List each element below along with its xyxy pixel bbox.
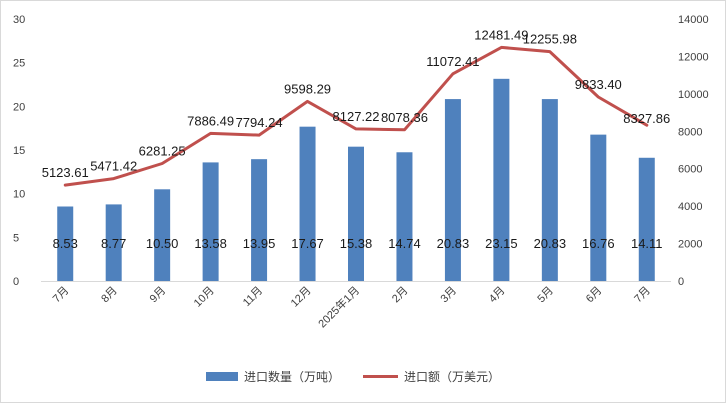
x-axis-category-label: 7月 bbox=[51, 285, 72, 306]
left-axis-tick-label: 10 bbox=[13, 189, 25, 201]
right-axis-tick-label: 12000 bbox=[678, 51, 709, 63]
left-axis-tick-label: 20 bbox=[13, 101, 25, 113]
bar bbox=[251, 159, 268, 281]
x-axis-categories: 7月 8月 9月 10月 11月 12月 2025年1月 2月 3月 4月 5月 6月 7月 bbox=[51, 283, 653, 330]
line-value-label: 12255.98 bbox=[523, 32, 577, 47]
bar bbox=[493, 78, 510, 281]
bar-value-label: 20.83 bbox=[534, 236, 567, 251]
legend-item-bar: 进口数量（万吨） bbox=[206, 369, 340, 384]
bar-labels: 8.53 8.77 10.50 13.58 13.95 17.67 15.38 14.74 20… bbox=[53, 236, 663, 251]
line-value-label: 6281.25 bbox=[139, 143, 186, 158]
bar bbox=[105, 204, 122, 281]
bar bbox=[638, 157, 655, 281]
x-axis-category-label: 12月 bbox=[289, 285, 314, 310]
x-axis-category-label: 8月 bbox=[99, 285, 120, 306]
right-axis: 0 2000 4000 6000 8000 10000 12000 14000 bbox=[678, 14, 709, 288]
bar bbox=[590, 134, 607, 281]
x-axis-category-label: 5月 bbox=[535, 285, 556, 306]
bar bbox=[396, 152, 413, 281]
right-axis-tick-label: 4000 bbox=[678, 201, 702, 213]
bar-value-label: 8.53 bbox=[53, 236, 78, 251]
line-path bbox=[63, 45, 649, 187]
legend: 进口数量（万吨） 进口额（万美元） bbox=[206, 369, 500, 384]
left-axis: 0 5 10 15 20 25 30 bbox=[13, 14, 25, 288]
line-value-label: 5123.61 bbox=[42, 165, 89, 180]
right-axis-tick-label: 0 bbox=[678, 276, 684, 288]
bar bbox=[348, 146, 364, 281]
bar-value-label: 23.15 bbox=[485, 236, 518, 251]
bar-value-label: 10.50 bbox=[146, 236, 179, 251]
line-value-label: 8327.86 bbox=[623, 111, 670, 126]
right-axis-tick-label: 14000 bbox=[678, 14, 709, 26]
bar bbox=[444, 99, 461, 282]
bar bbox=[154, 189, 171, 281]
right-axis-tick-label: 2000 bbox=[678, 239, 702, 251]
x-axis-category-label: 7月 bbox=[632, 285, 653, 306]
line-series bbox=[63, 45, 649, 187]
left-axis-tick-label: 5 bbox=[13, 232, 19, 244]
x-axis-category-label: 2025年1月 bbox=[315, 283, 362, 330]
bar-value-label: 13.95 bbox=[243, 236, 276, 251]
left-axis-tick-label: 30 bbox=[13, 14, 25, 26]
bar-value-label: 8.77 bbox=[101, 236, 126, 251]
bar bbox=[541, 99, 558, 282]
bar bbox=[299, 126, 316, 281]
legend-label-bar: 进口数量（万吨） bbox=[244, 369, 340, 384]
bar-series bbox=[57, 78, 655, 282]
bar-value-label: 16.76 bbox=[582, 236, 615, 251]
line-value-label: 8127.22 bbox=[333, 109, 380, 124]
x-axis-category-label: 9月 bbox=[148, 285, 169, 306]
bar-value-label: 13.58 bbox=[194, 236, 227, 251]
bar-value-label: 15.38 bbox=[340, 236, 373, 251]
bar bbox=[202, 162, 219, 281]
left-axis-tick-label: 0 bbox=[13, 276, 19, 288]
bar-value-label: 14.74 bbox=[388, 236, 421, 251]
line-value-label: 12481.49 bbox=[474, 27, 528, 42]
right-axis-tick-label: 10000 bbox=[678, 89, 709, 101]
bar-value-label: 14.11 bbox=[631, 236, 663, 251]
left-axis-tick-label: 25 bbox=[13, 58, 25, 70]
legend-item-line: 进口额（万美元） bbox=[363, 370, 500, 384]
line-value-label: 11072.41 bbox=[426, 54, 479, 69]
right-axis-tick-label: 8000 bbox=[678, 126, 702, 138]
line-value-label: 7886.49 bbox=[187, 113, 234, 128]
legend-swatch-bar bbox=[206, 372, 238, 381]
x-axis-category-label: 11月 bbox=[241, 285, 265, 309]
left-axis-tick-label: 15 bbox=[13, 145, 25, 157]
line-value-label: 7794.24 bbox=[236, 115, 283, 130]
x-axis-category-label: 3月 bbox=[438, 285, 459, 306]
bar-value-label: 17.67 bbox=[291, 236, 324, 251]
line-value-label: 8078.36 bbox=[381, 110, 428, 125]
legend-label-line: 进口额（万美元） bbox=[404, 370, 500, 384]
bar-value-label: 20.83 bbox=[437, 236, 470, 251]
x-axis-category-label: 2月 bbox=[390, 285, 411, 306]
x-axis-category-label: 4月 bbox=[487, 285, 508, 306]
line-value-label: 5471.42 bbox=[90, 159, 137, 174]
line-value-label: 9833.40 bbox=[575, 77, 622, 92]
bar bbox=[57, 206, 74, 281]
x-axis-category-label: 6月 bbox=[584, 285, 605, 306]
right-axis-tick-label: 6000 bbox=[678, 164, 702, 176]
x-axis-category-label: 10月 bbox=[192, 285, 217, 310]
line-value-label: 9598.29 bbox=[284, 81, 331, 96]
